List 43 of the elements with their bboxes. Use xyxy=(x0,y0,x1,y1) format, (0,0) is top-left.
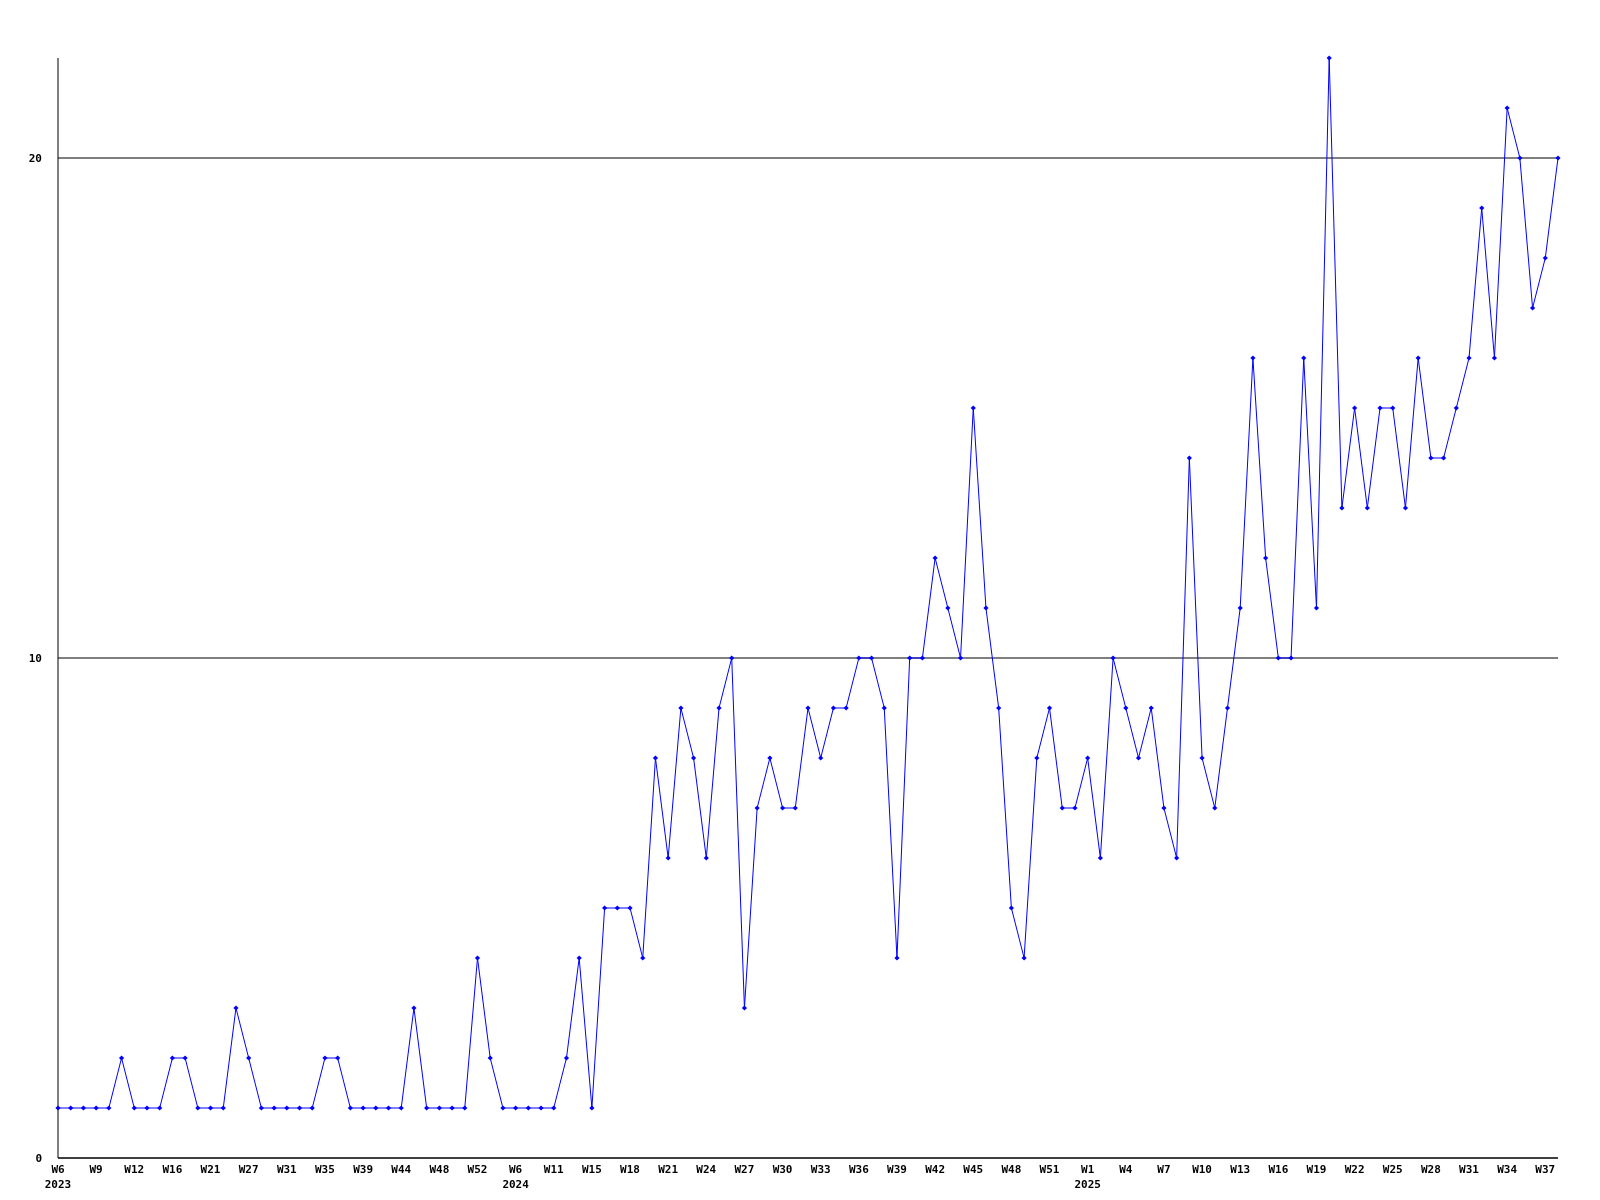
x-tick-label: W31 xyxy=(276,1163,298,1176)
x-tick-label: W37 xyxy=(1535,1163,1556,1176)
x-tick-label: W33 xyxy=(810,1163,831,1176)
x-tick-label: W36 xyxy=(848,1163,870,1176)
x-tick-label: W12 xyxy=(124,1163,145,1176)
y-tick-label: 20 xyxy=(28,152,42,165)
x-tick-label: W16 xyxy=(162,1163,183,1176)
x-tick-label: W21 xyxy=(658,1163,679,1176)
x-tick-label: W4 xyxy=(1119,1163,1133,1176)
x-tick-label: W39 xyxy=(353,1163,374,1176)
x-tick-label: W22 xyxy=(1344,1163,1365,1176)
x-tick-label: W44 xyxy=(391,1163,412,1176)
x-tick-label: W13 xyxy=(1230,1163,1251,1176)
x-tick-label: W28 xyxy=(1420,1163,1441,1176)
x-tick-label: W52 xyxy=(467,1163,488,1176)
x-tick-label: W30 xyxy=(772,1163,793,1176)
x-tick-label: W51 xyxy=(1039,1163,1060,1176)
y-tick-label: 0 xyxy=(35,1152,42,1165)
x-tick-label: W19 xyxy=(1306,1163,1327,1176)
x-tick-label: W35 xyxy=(315,1163,335,1176)
y-tick-label: 10 xyxy=(28,652,42,665)
x-tick-label: W39 xyxy=(887,1163,907,1176)
x-tick-label: W48 xyxy=(429,1163,450,1176)
x-tick-label: W10 xyxy=(1192,1163,1213,1176)
x-tick-label: W21 xyxy=(200,1163,221,1176)
x-tick-label: W25 xyxy=(1382,1163,1403,1176)
x-tick-label: W34 xyxy=(1497,1163,1518,1176)
x-tick-label: W42 xyxy=(925,1163,946,1176)
x-tick-label: W7 xyxy=(1157,1163,1171,1176)
x-tick-label: W18 xyxy=(620,1163,640,1176)
x-tick-label: W9 xyxy=(89,1163,103,1176)
x-tick-label: W11 xyxy=(543,1163,565,1176)
x-tick-label: W31 xyxy=(1459,1163,1480,1176)
x-tick-label: W6 2023 xyxy=(44,1163,72,1191)
x-tick-label: W27 xyxy=(734,1163,755,1176)
x-tick-label: W45 xyxy=(963,1163,984,1176)
x-tick-label: W16 xyxy=(1268,1163,1289,1176)
x-tick-label: W27 xyxy=(238,1163,259,1176)
x-tick-label: W48 xyxy=(1001,1163,1022,1176)
x-tick-label: W15 xyxy=(581,1163,602,1176)
x-tick-label: W6 2024 xyxy=(502,1163,530,1191)
x-tick-label: W1 2025 xyxy=(1074,1163,1101,1191)
x-tick-label: W24 xyxy=(696,1163,717,1176)
